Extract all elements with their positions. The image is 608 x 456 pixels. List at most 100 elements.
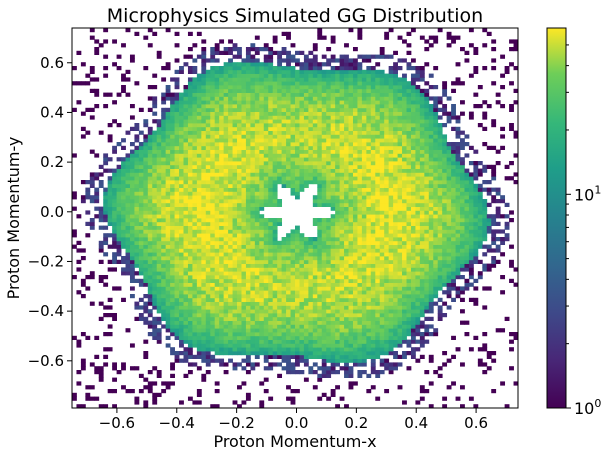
histogram-cell — [312, 316, 318, 321]
histogram-cell — [286, 347, 291, 352]
histogram-cell — [268, 69, 274, 74]
histogram-cell — [330, 54, 336, 59]
histogram-cell — [228, 58, 233, 63]
histogram-cell — [263, 309, 269, 314]
histogram-cell — [134, 126, 140, 131]
histogram-cell — [121, 145, 126, 150]
histogram-cell — [125, 389, 131, 394]
histogram-cell — [277, 305, 283, 310]
histogram-cell — [210, 77, 216, 82]
histogram-cell — [121, 195, 126, 200]
histogram-cell — [281, 301, 287, 306]
histogram-cell — [196, 400, 202, 405]
histogram-cell — [210, 206, 216, 211]
histogram-cell — [228, 107, 233, 112]
histogram-cell — [228, 332, 233, 337]
histogram-cell — [179, 92, 184, 97]
histogram-cell — [352, 195, 358, 200]
histogram-cell — [245, 354, 251, 359]
histogram-cell — [335, 161, 340, 166]
histogram-cell — [219, 176, 225, 181]
histogram-cell — [308, 335, 314, 340]
histogram-cell — [205, 335, 211, 340]
histogram-cell — [223, 267, 229, 272]
histogram-cell — [183, 316, 189, 321]
histogram-cell — [121, 366, 126, 371]
histogram-cell — [187, 142, 193, 147]
histogram-cell — [210, 199, 216, 204]
histogram-cell — [98, 366, 104, 371]
histogram-cell — [286, 157, 291, 162]
histogram-cell — [179, 252, 184, 257]
histogram-cell — [196, 126, 202, 131]
histogram-cell — [397, 339, 403, 344]
histogram-cell — [286, 248, 291, 253]
histogram-cell — [103, 92, 109, 97]
histogram-cell — [98, 404, 104, 408]
histogram-cell — [330, 301, 336, 306]
histogram-cell — [397, 256, 403, 261]
histogram-cell — [103, 275, 109, 280]
histogram-cell — [375, 240, 381, 245]
histogram-cell — [295, 316, 300, 321]
histogram-cell — [352, 206, 358, 211]
histogram-cell — [384, 130, 390, 135]
histogram-cell — [156, 206, 162, 211]
histogram-cell — [388, 202, 394, 207]
histogram-cell — [326, 191, 332, 196]
histogram-cell — [237, 126, 242, 131]
histogram-cell — [375, 134, 381, 139]
histogram-cell — [250, 229, 256, 234]
histogram-cell — [303, 104, 309, 109]
histogram-cell — [254, 81, 260, 86]
histogram-cell — [308, 115, 314, 120]
histogram-cell — [370, 210, 376, 215]
histogram-cell — [223, 50, 229, 55]
histogram-cell — [205, 58, 211, 63]
histogram-cell — [335, 271, 340, 276]
histogram-cell — [156, 142, 162, 147]
histogram-cell — [80, 362, 86, 367]
histogram-cell — [143, 244, 149, 249]
histogram-cell — [232, 88, 238, 93]
histogram-cell — [277, 115, 283, 120]
histogram-cell — [223, 259, 229, 264]
histogram-cell — [196, 31, 202, 36]
histogram-cell — [196, 85, 202, 90]
histogram-cell — [156, 164, 162, 169]
histogram-cell — [179, 286, 184, 291]
histogram-cell — [286, 138, 291, 143]
histogram-cell — [121, 244, 126, 249]
histogram-cell — [223, 115, 229, 120]
histogram-cell — [125, 237, 131, 242]
histogram-cell — [245, 237, 251, 242]
histogram-cell — [303, 267, 309, 272]
histogram-cell — [330, 256, 336, 261]
histogram-cell — [121, 233, 126, 238]
histogram-cell — [263, 271, 269, 276]
histogram-cell — [156, 161, 162, 166]
histogram-cell — [348, 358, 354, 363]
histogram-cell — [263, 85, 269, 90]
histogram-cell — [121, 164, 126, 169]
histogram-cell — [348, 123, 354, 128]
histogram-cell — [277, 50, 283, 55]
histogram-cell — [219, 294, 225, 299]
histogram-cell — [152, 248, 158, 253]
histogram-cell — [375, 107, 381, 112]
histogram-cell — [272, 316, 278, 321]
histogram-cell — [326, 370, 332, 375]
histogram-cell — [214, 210, 220, 215]
histogram-cell — [205, 111, 211, 116]
histogram-cell — [179, 210, 184, 215]
histogram-cell — [152, 142, 158, 147]
histogram-cell — [326, 347, 332, 352]
histogram-cell — [326, 320, 332, 325]
histogram-cell — [259, 259, 265, 264]
histogram-cell — [245, 50, 251, 55]
histogram-cell — [295, 183, 300, 188]
histogram-cell — [138, 176, 144, 181]
histogram-cell — [370, 271, 376, 276]
histogram-cell — [125, 218, 131, 223]
histogram-cell — [375, 252, 381, 257]
